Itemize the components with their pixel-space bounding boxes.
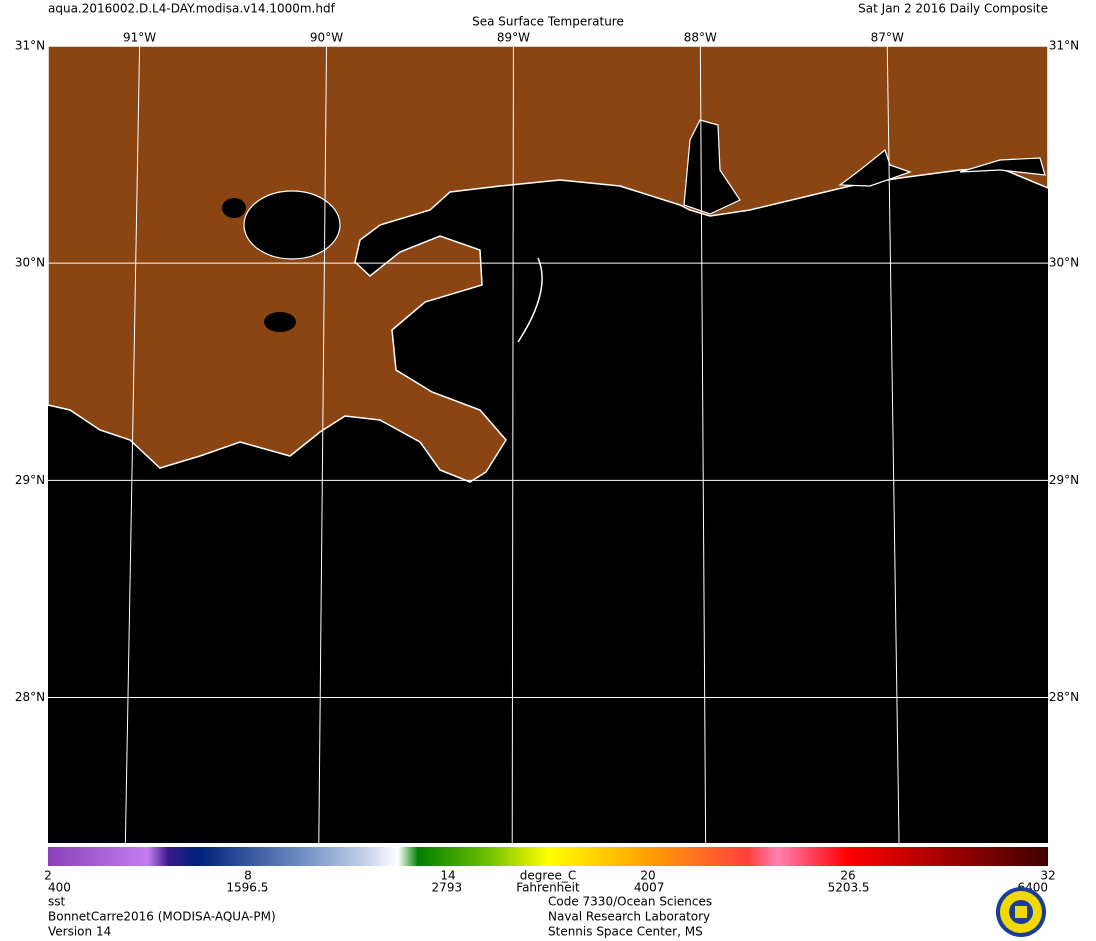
lat-label: 30°N — [15, 256, 45, 270]
grid-line — [511, 45, 514, 844]
color-bar-tick-label: 400 — [48, 881, 71, 895]
lat-label: 28°N — [15, 690, 45, 704]
lat-label: 29°N — [15, 473, 45, 487]
lake-maurepas — [222, 198, 246, 218]
graticule: 91°W 90°W 89°W 88°W 87°W 31°N 31°N 30°N 30°N 29°N… — [15, 31, 1079, 844]
lon-label: 87°W — [871, 31, 904, 45]
color-bar-tick-label: 1596.5 — [226, 881, 268, 895]
date-label: Sat Jan 2 2016 Daily Composite — [858, 2, 1048, 16]
footer-text: sst — [48, 895, 66, 909]
nrl-logo — [996, 887, 1046, 937]
color-bar-tick-label: 8 — [244, 869, 252, 883]
grid-line — [318, 45, 328, 844]
color-bar-tick-label: 14 — [440, 869, 455, 883]
lon-label: 89°W — [497, 31, 530, 45]
grid-line — [886, 45, 900, 844]
color-bar-tick-label: 2 — [44, 869, 52, 883]
lon-label: 90°W — [310, 31, 343, 45]
color-bar-tick-label: 20 — [640, 869, 655, 883]
grid-line — [124, 45, 141, 844]
footer-text: Code 7330/Ocean Sciences — [548, 895, 712, 909]
footer-text: Naval Research Laboratory — [548, 910, 710, 924]
lat-label: 28°N — [1049, 690, 1079, 704]
color-bar-tick-label: 5203.5 — [828, 881, 870, 895]
color-bar — [48, 847, 1048, 866]
lat-label: 31°N — [15, 39, 45, 53]
footer-text: Version 14 — [48, 925, 111, 939]
pensacola-bay — [838, 148, 1046, 187]
lon-label: 91°W — [123, 31, 156, 45]
footer-text: Stennis Space Center, MS — [548, 925, 703, 939]
lat-label: 30°N — [1049, 256, 1079, 270]
inland-lake — [264, 312, 296, 332]
color-bar-tick-label: 4007 — [634, 881, 665, 895]
color-bar-tick-label: 26 — [840, 869, 855, 883]
unit-label: Fahrenheit — [516, 881, 580, 895]
footer-text: BonnetCarre2016 (MODISA-AQUA-PM) — [48, 910, 276, 924]
land — [47, 45, 1049, 483]
lon-label: 88°W — [684, 31, 717, 45]
lat-label: 29°N — [1049, 473, 1079, 487]
lat-label: 31°N — [1049, 39, 1079, 53]
color-bar-tick-label: 32 — [1040, 869, 1055, 883]
mobile-bay — [683, 119, 741, 215]
grid-line — [699, 45, 707, 844]
file-name: aqua.2016002.D.L4-DAY.modisa.v14.1000m.h… — [48, 2, 336, 16]
unit-label: degree_C — [520, 869, 576, 883]
map-title: Sea Surface Temperature — [472, 15, 624, 29]
color-bar-tick-label: 2793 — [432, 881, 463, 895]
lake-pontchartrain — [243, 190, 341, 260]
chandeleur-islands — [517, 257, 543, 343]
